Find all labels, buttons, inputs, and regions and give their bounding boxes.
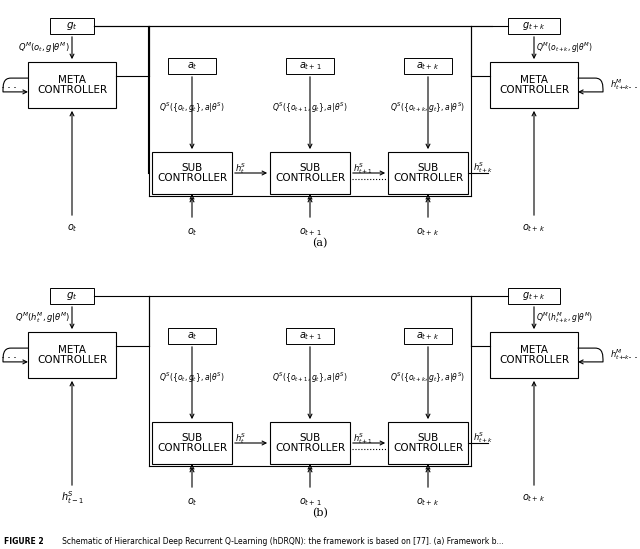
Text: $g_t$: $g_t$ [66, 290, 78, 302]
Text: $o_{t+k}$: $o_{t+k}$ [522, 492, 545, 504]
Text: CONTROLLER: CONTROLLER [157, 173, 227, 183]
Text: $g_{t+k}$: $g_{t+k}$ [522, 290, 546, 302]
FancyArrowPatch shape [578, 348, 603, 364]
Bar [286, 328, 334, 344]
Text: $o_{t+k}$: $o_{t+k}$ [522, 222, 545, 234]
Text: $a_{t+1}$: $a_{t+1}$ [299, 60, 321, 72]
Bar [404, 58, 452, 74]
Text: $o_t$: $o_t$ [67, 222, 77, 234]
Text: Schematic of Hierarchical Deep Recurrent Q-Learning (hDRQN): the framework is ba: Schematic of Hierarchical Deep Recurrent… [55, 537, 504, 546]
FancyArrowPatch shape [578, 78, 603, 94]
Bar [388, 422, 468, 464]
Text: $a_{t+1}$: $a_{t+1}$ [299, 330, 321, 342]
Text: $...$: $...$ [621, 349, 639, 361]
Bar [168, 58, 216, 74]
Text: $h_t^S$: $h_t^S$ [235, 432, 246, 446]
Text: FIGURE 2: FIGURE 2 [4, 537, 44, 546]
Text: $h_{t+k}^S$: $h_{t+k}^S$ [473, 160, 493, 176]
Text: $o_{t+1}$: $o_{t+1}$ [299, 496, 321, 508]
Text: (b): (b) [312, 508, 328, 518]
Text: CONTROLLER: CONTROLLER [393, 173, 463, 183]
Text: $g_t$: $g_t$ [66, 20, 78, 32]
Text: $Q^M(h_{t+k}^M,g|\theta^M)$: $Q^M(h_{t+k}^M,g|\theta^M)$ [536, 311, 593, 326]
Text: META: META [58, 75, 86, 85]
Text: $g_{t+k}$: $g_{t+k}$ [522, 20, 546, 32]
Text: $Q^S(\{o_{t+k},g_t\},a|\theta^S)$: $Q^S(\{o_{t+k},g_t\},a|\theta^S)$ [390, 101, 466, 115]
Text: (a): (a) [312, 238, 328, 248]
Text: $a_{t+k}$: $a_{t+k}$ [417, 60, 440, 72]
Text: $o_{t+k}$: $o_{t+k}$ [417, 226, 440, 238]
Text: $o_t$: $o_t$ [187, 226, 197, 238]
Bar [404, 328, 452, 344]
Text: $...$: $...$ [0, 349, 18, 361]
Text: SUB: SUB [300, 433, 321, 443]
Text: CONTROLLER: CONTROLLER [157, 443, 227, 453]
Text: $o_{t+k}$: $o_{t+k}$ [417, 496, 440, 508]
Text: $a_t$: $a_t$ [187, 60, 197, 72]
Text: CONTROLLER: CONTROLLER [275, 173, 345, 183]
Text: CONTROLLER: CONTROLLER [275, 443, 345, 453]
Bar [490, 62, 578, 108]
Text: $...$: $...$ [0, 79, 18, 92]
Text: CONTROLLER: CONTROLLER [393, 443, 463, 453]
Bar [50, 288, 94, 304]
Text: $Q^M(o_{t+k},g|\theta^M)$: $Q^M(o_{t+k},g|\theta^M)$ [536, 41, 593, 55]
Text: SUB: SUB [181, 163, 203, 173]
Bar [508, 18, 560, 34]
Text: $Q^M(h_t^M,g|\theta^M)$: $Q^M(h_t^M,g|\theta^M)$ [15, 311, 70, 326]
Text: META: META [58, 345, 86, 355]
Bar [388, 152, 468, 194]
Text: SUB: SUB [300, 163, 321, 173]
Text: $Q^S(\{o_{t+1},g_t\},a|\theta^S)$: $Q^S(\{o_{t+1},g_t\},a|\theta^S)$ [272, 371, 348, 385]
Text: $Q^M(o_t, g|\theta^M)$: $Q^M(o_t, g|\theta^M)$ [19, 41, 70, 55]
Text: $...$: $...$ [621, 79, 639, 92]
Bar [28, 332, 116, 378]
Text: META: META [520, 345, 548, 355]
Text: SUB: SUB [181, 433, 203, 443]
Text: $h_{t+k}^M$: $h_{t+k}^M$ [610, 77, 630, 92]
Text: $h_{t+1}^S$: $h_{t+1}^S$ [353, 432, 373, 446]
Bar [168, 328, 216, 344]
Text: $h_{t+k}^M$: $h_{t+k}^M$ [610, 348, 630, 362]
Text: $h_{t+1}^S$: $h_{t+1}^S$ [353, 161, 373, 176]
FancyArrowPatch shape [3, 78, 28, 94]
Bar [28, 62, 116, 108]
Text: $o_t$: $o_t$ [187, 496, 197, 508]
Bar [270, 422, 350, 464]
Text: SUB: SUB [417, 163, 438, 173]
FancyArrowPatch shape [3, 348, 28, 364]
Text: $Q^S(\{o_t,g_t\},a|\theta^S)$: $Q^S(\{o_t,g_t\},a|\theta^S)$ [159, 371, 225, 385]
Bar [508, 288, 560, 304]
Text: $a_t$: $a_t$ [187, 330, 197, 342]
Text: CONTROLLER: CONTROLLER [499, 85, 569, 95]
Bar [152, 152, 232, 194]
Bar [286, 58, 334, 74]
Text: $Q^S(\{o_{t+1},g_t\},a|\theta^S)$: $Q^S(\{o_{t+1},g_t\},a|\theta^S)$ [272, 101, 348, 115]
Bar [152, 422, 232, 464]
Bar [270, 152, 350, 194]
Bar [50, 18, 94, 34]
Bar [490, 332, 578, 378]
Text: $o_{t+1}$: $o_{t+1}$ [299, 226, 321, 238]
Text: CONTROLLER: CONTROLLER [37, 355, 107, 365]
Text: META: META [520, 75, 548, 85]
Text: SUB: SUB [417, 433, 438, 443]
Text: $h_{t+k}^S$: $h_{t+k}^S$ [473, 430, 493, 445]
Text: CONTROLLER: CONTROLLER [37, 85, 107, 95]
Text: $h_t^S$: $h_t^S$ [235, 161, 246, 176]
Text: $h_{t-1}^S$: $h_{t-1}^S$ [61, 490, 83, 506]
Text: $Q^S(\{o_{t+k},g_t\},a|\theta^S)$: $Q^S(\{o_{t+k},g_t\},a|\theta^S)$ [390, 371, 466, 385]
Text: CONTROLLER: CONTROLLER [499, 355, 569, 365]
Text: $a_{t+k}$: $a_{t+k}$ [417, 330, 440, 342]
Text: $Q^S(\{o_t,g_t\},a|\theta^S)$: $Q^S(\{o_t,g_t\},a|\theta^S)$ [159, 101, 225, 115]
